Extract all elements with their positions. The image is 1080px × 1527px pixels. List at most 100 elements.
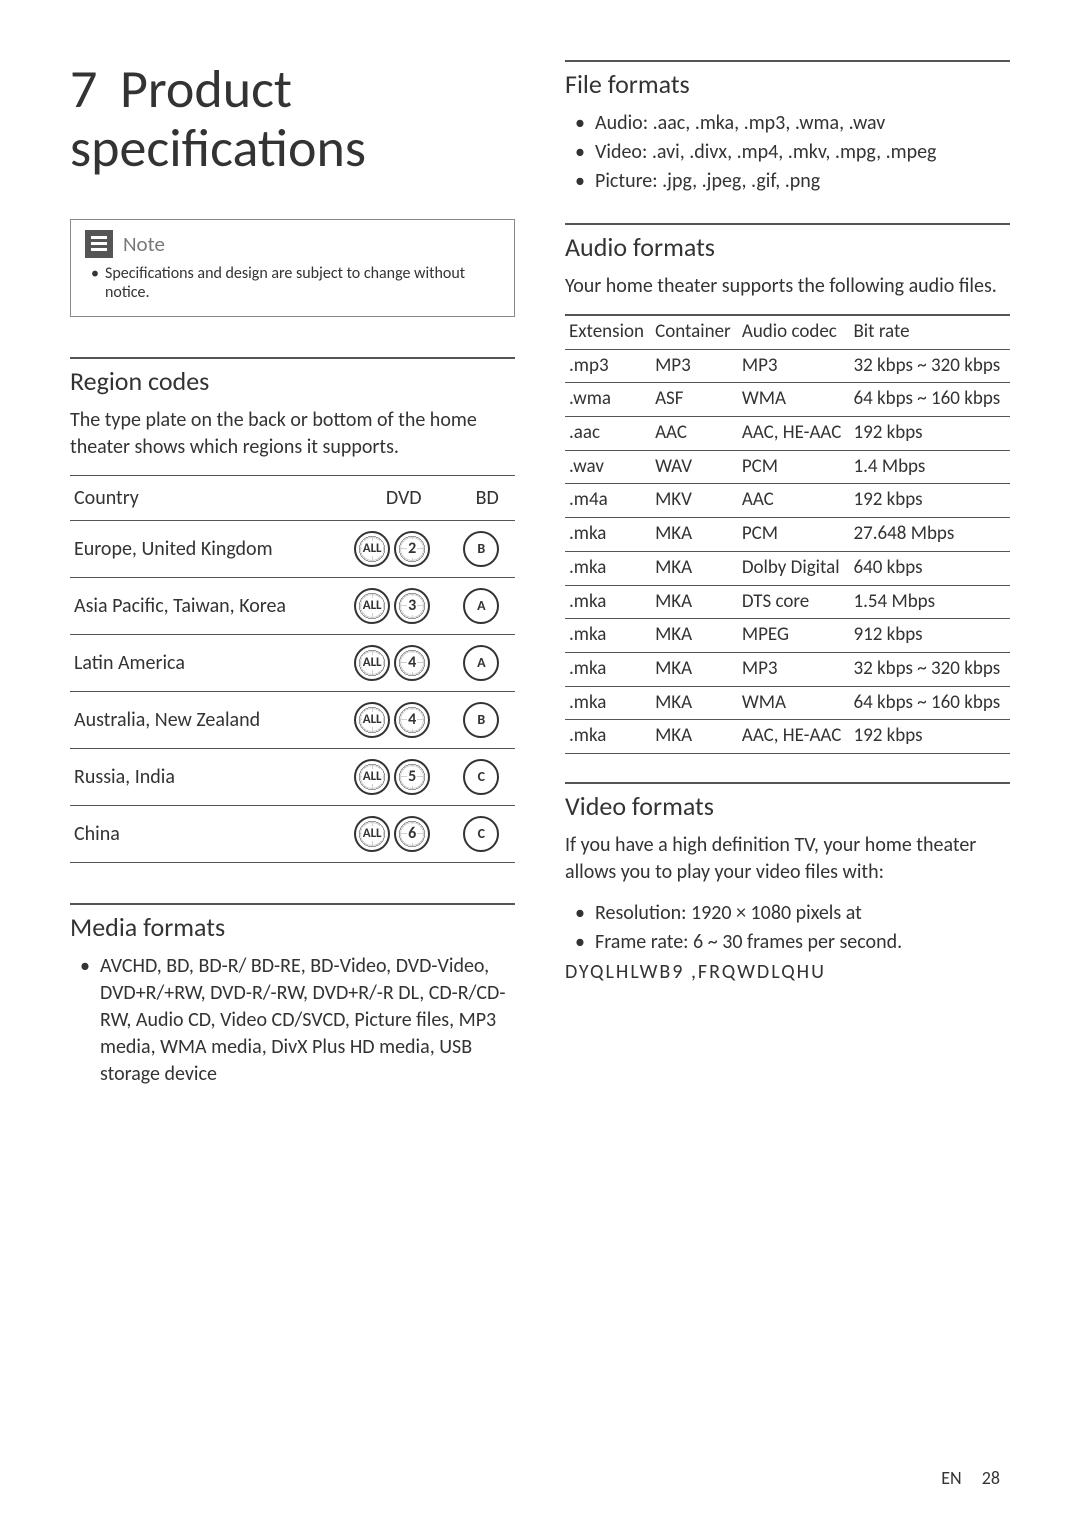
- section-rule: [70, 357, 515, 359]
- audio-codec: PCM: [738, 518, 850, 552]
- audio-bitrate: 64 kbps ~ 160 kbps: [849, 383, 1010, 417]
- audio-ext: .mka: [565, 551, 651, 585]
- audio-codec: WMA: [738, 383, 850, 417]
- bd-region-icon: C: [463, 759, 499, 795]
- region-country: Australia, New Zealand: [70, 691, 348, 748]
- globe-all-icon: ALL: [354, 645, 390, 681]
- region-bd: A: [459, 634, 515, 691]
- audio-bitrate: 912 kbps: [849, 619, 1010, 653]
- table-row: .mkaMKAMP332 kbps ~ 320 kbps: [565, 652, 1010, 686]
- table-row: .wmaASFWMA64 kbps ~ 160 kbps: [565, 383, 1010, 417]
- region-dvd: ALL2: [348, 520, 459, 577]
- audio-th-container: Container: [651, 315, 738, 349]
- audio-th-ext: Extension: [565, 315, 651, 349]
- bd-region-icon: B: [463, 702, 499, 738]
- list-item: Frame rate: 6 ~ 30 frames per second.: [595, 929, 1010, 956]
- bd-region-icon: A: [463, 588, 499, 624]
- region-country: Asia Pacific, Taiwan, Korea: [70, 577, 348, 634]
- globe-all-icon: ALL: [354, 759, 390, 795]
- audio-ext: .mka: [565, 720, 651, 754]
- note-icon: [85, 230, 113, 258]
- audio-container: WAV: [651, 450, 738, 484]
- table-row: .wavWAVPCM1.4 Mbps: [565, 450, 1010, 484]
- list-item: Resolution: 1920 × 1080 pixels at: [595, 900, 1010, 927]
- audio-bitrate: 192 kbps: [849, 417, 1010, 451]
- media-item: AVCHD, BD, BD-R/ BD-RE, BD-Video, DVD-Vi…: [100, 953, 515, 1088]
- audio-codec: Dolby Digital: [738, 551, 850, 585]
- region-country: Russia, India: [70, 748, 348, 805]
- section-rule: [565, 223, 1010, 225]
- section-rule: [565, 782, 1010, 784]
- audio-ext: .m4a: [565, 484, 651, 518]
- region-dvd: ALL4: [348, 691, 459, 748]
- audio-codec: WMA: [738, 686, 850, 720]
- section-rule: [565, 60, 1010, 62]
- table-row: ChinaALL6C: [70, 805, 515, 862]
- region-bd: B: [459, 691, 515, 748]
- globe-all-icon: ALL: [354, 816, 390, 852]
- audio-bitrate: 64 kbps ~ 160 kbps: [849, 686, 1010, 720]
- audio-container: MKA: [651, 686, 738, 720]
- globe-num-icon: 2: [394, 531, 430, 567]
- section-rule: [70, 903, 515, 905]
- globe-all-icon: ALL: [354, 588, 390, 624]
- region-dvd: ALL3: [348, 577, 459, 634]
- audio-container: MKA: [651, 551, 738, 585]
- audio-codec: AAC: [738, 484, 850, 518]
- audio-bitrate: 640 kbps: [849, 551, 1010, 585]
- table-row: Australia, New ZealandALL4B: [70, 691, 515, 748]
- region-th-dvd: DVD: [348, 475, 459, 520]
- audio-codec: AAC, HE-AAC: [738, 417, 850, 451]
- region-th-country: Country: [70, 475, 348, 520]
- footer-lang: EN: [941, 1467, 961, 1489]
- audio-container: MKA: [651, 518, 738, 552]
- globe-all-icon: ALL: [354, 702, 390, 738]
- audio-codec: MP3: [738, 349, 850, 383]
- chapter-number: 7: [70, 60, 120, 119]
- bd-region-icon: A: [463, 645, 499, 681]
- region-country: Europe, United Kingdom: [70, 520, 348, 577]
- audio-bitrate: 1.4 Mbps: [849, 450, 1010, 484]
- globe-num-icon: 4: [394, 645, 430, 681]
- audio-th-bitrate: Bit rate: [849, 315, 1010, 349]
- table-row: .mkaMKAMPEG912 kbps: [565, 619, 1010, 653]
- audio-container: MKA: [651, 619, 738, 653]
- table-row: .m4aMKVAAC192 kbps: [565, 484, 1010, 518]
- file-formats-list: Audio: .aac, .mka, .mp3, .wma, .wavVideo…: [565, 110, 1010, 195]
- audio-bitrate: 32 kbps ~ 320 kbps: [849, 652, 1010, 686]
- table-row: .mkaMKAWMA64 kbps ~ 160 kbps: [565, 686, 1010, 720]
- bd-region-icon: C: [463, 816, 499, 852]
- audio-ext: .mka: [565, 686, 651, 720]
- region-heading: Region codes: [70, 365, 515, 397]
- audio-bitrate: 32 kbps ~ 320 kbps: [849, 349, 1010, 383]
- audio-table: Extension Container Audio codec Bit rate…: [565, 314, 1010, 754]
- audio-codec: DTS core: [738, 585, 850, 619]
- audio-container: ASF: [651, 383, 738, 417]
- audio-ext: .mka: [565, 652, 651, 686]
- video-list: Resolution: 1920 × 1080 pixels atFrame r…: [565, 900, 1010, 956]
- region-intro: The type plate on the back or bottom of …: [70, 407, 515, 461]
- video-heading: Video formats: [565, 790, 1010, 822]
- audio-container: MKA: [651, 720, 738, 754]
- list-item: Video: .avi, .divx, .mp4, .mkv, .mpg, .m…: [595, 139, 1010, 166]
- footer-page: 28: [982, 1467, 1000, 1489]
- table-row: Europe, United KingdomALL2B: [70, 520, 515, 577]
- audio-codec: MP3: [738, 652, 850, 686]
- region-bd: C: [459, 748, 515, 805]
- region-country: China: [70, 805, 348, 862]
- note-label: Note: [123, 231, 165, 257]
- audio-codec: AAC, HE-AAC: [738, 720, 850, 754]
- table-row: .mkaMKAPCM27.648 Mbps: [565, 518, 1010, 552]
- region-country: Latin America: [70, 634, 348, 691]
- audio-bitrate: 27.648 Mbps: [849, 518, 1010, 552]
- table-row: .mkaMKADTS core1.54 Mbps: [565, 585, 1010, 619]
- video-special-line: DYQLHLWB9 ,FRQWDLQHU: [565, 960, 1010, 984]
- chapter-title: 7Product specifications: [70, 60, 515, 179]
- audio-bitrate: 192 kbps: [849, 484, 1010, 518]
- audio-container: MKA: [651, 652, 738, 686]
- bd-region-icon: B: [463, 531, 499, 567]
- globe-num-icon: 3: [394, 588, 430, 624]
- video-intro: If you have a high definition TV, your h…: [565, 832, 1010, 886]
- globe-num-icon: 5: [394, 759, 430, 795]
- audio-container: MKV: [651, 484, 738, 518]
